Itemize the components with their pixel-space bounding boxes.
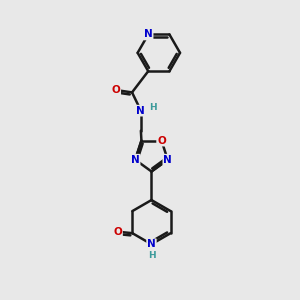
Text: O: O (112, 85, 120, 95)
Text: H: H (149, 103, 157, 112)
Text: O: O (113, 227, 122, 237)
Text: N: N (131, 155, 140, 165)
Text: N: N (144, 29, 153, 40)
Text: H: H (148, 251, 155, 260)
Text: O: O (157, 136, 166, 146)
Text: N: N (147, 239, 156, 249)
Text: N: N (163, 155, 172, 165)
Text: N: N (136, 106, 145, 116)
